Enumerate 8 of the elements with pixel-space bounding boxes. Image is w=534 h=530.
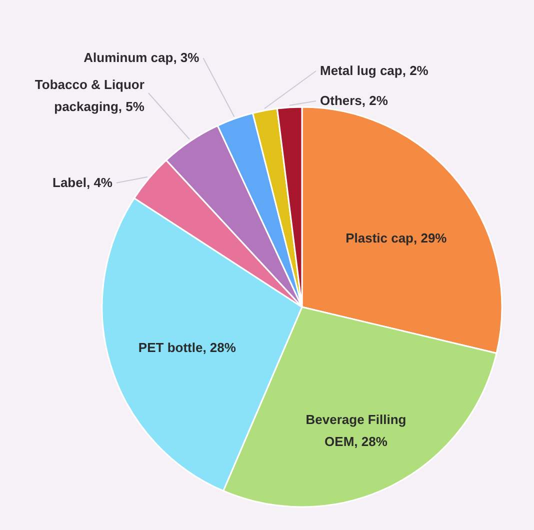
slice-label: Metal lug cap, 2% (320, 63, 429, 78)
slice-label: Beverage Filling OEM, 28% (306, 412, 406, 450)
slice-label: Label, 4% (52, 174, 113, 190)
slice-label: Others, 2% (320, 93, 388, 108)
slice-label: PET bottle, 28% (138, 340, 236, 355)
slice-label: Tobacco & Liquor packaging, 5% (34, 77, 145, 114)
slice-label: Plastic cap, 29% (346, 230, 448, 246)
slice-label: Aluminum cap, 3% (84, 50, 200, 65)
